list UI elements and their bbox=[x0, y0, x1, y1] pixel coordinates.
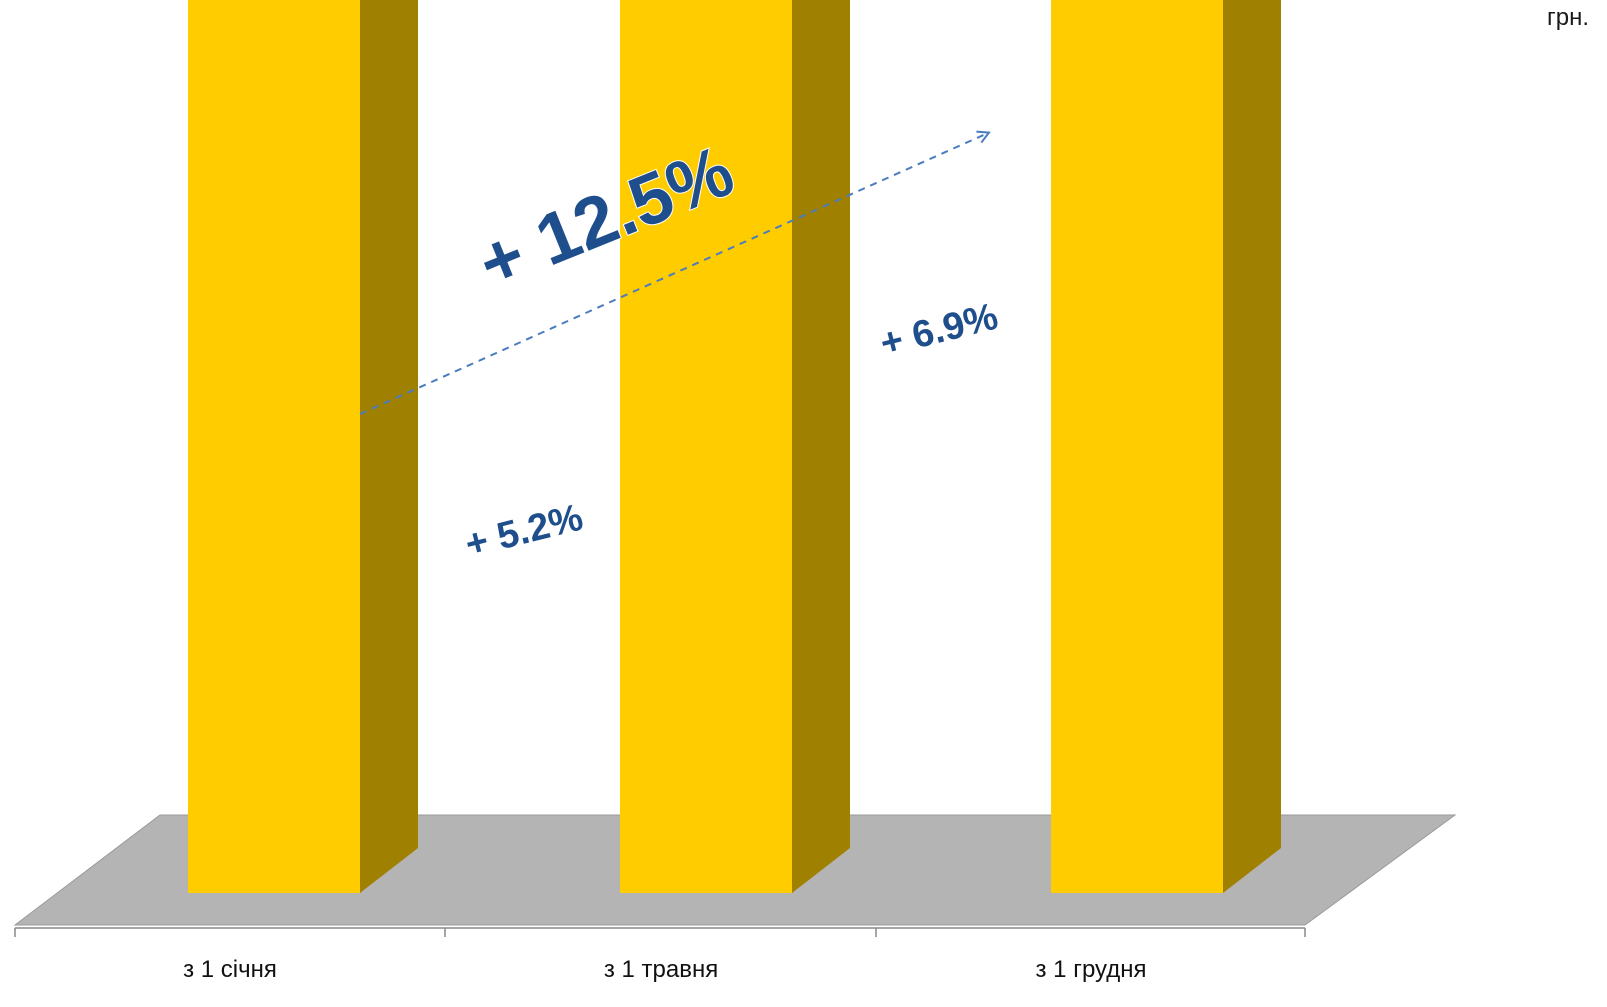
trend-arrow bbox=[359, 133, 988, 415]
bar-front-face bbox=[1051, 0, 1223, 893]
bar-side-face bbox=[792, 0, 850, 893]
bar-1: 1 378 bbox=[188, 0, 418, 893]
bar-front-face bbox=[620, 0, 792, 893]
x-tick-label: з 1 січня bbox=[183, 956, 277, 983]
bar-2: 1 450 bbox=[620, 0, 850, 893]
bar-front-face bbox=[188, 0, 360, 893]
x-tick-label: з 1 травня bbox=[604, 956, 718, 983]
x-tick-label: з 1 грудня bbox=[1036, 956, 1147, 983]
bar-side-face bbox=[360, 0, 418, 893]
growth-annotation: + 6.9% bbox=[876, 296, 1002, 366]
growth-annotation: + 5.2% bbox=[461, 497, 587, 567]
unit-label: грн. bbox=[1546, 4, 1589, 31]
bar-side-face bbox=[1223, 0, 1281, 893]
bar-3: 1 550 bbox=[1051, 0, 1281, 893]
